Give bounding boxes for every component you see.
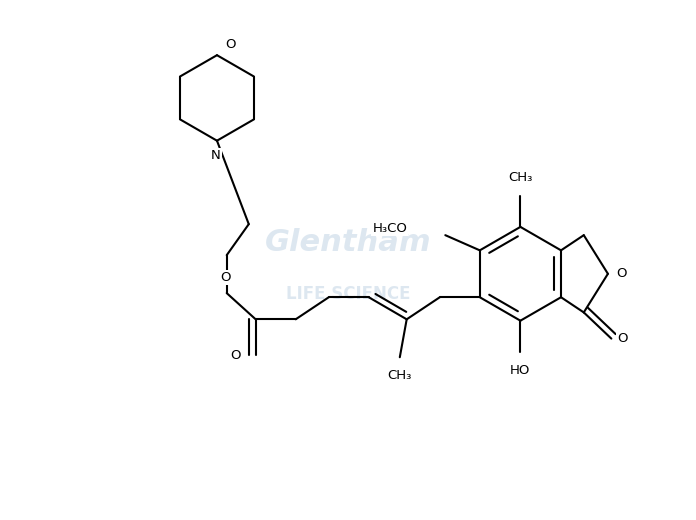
Text: O: O [617,332,628,345]
Text: O: O [220,271,230,284]
Text: HO: HO [510,364,530,377]
Text: Glentham: Glentham [264,228,432,257]
Text: CH₃: CH₃ [508,171,532,184]
Text: H₃CO: H₃CO [372,222,407,235]
Text: N: N [211,149,221,162]
Text: O: O [230,349,241,362]
Text: CH₃: CH₃ [388,369,412,382]
Text: O: O [617,267,627,280]
Text: O: O [226,38,236,51]
Text: LIFE SCIENCE: LIFE SCIENCE [286,285,410,304]
